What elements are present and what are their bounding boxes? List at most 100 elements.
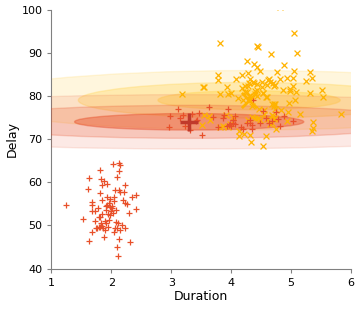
- Point: [244, 121, 249, 125]
- Point: [123, 182, 129, 187]
- Point: [277, 77, 283, 82]
- Point: [255, 87, 260, 92]
- Point: [281, 113, 287, 118]
- Point: [101, 179, 107, 184]
- Point: [310, 119, 316, 124]
- Point: [247, 94, 252, 99]
- Point: [116, 161, 122, 166]
- Point: [278, 108, 284, 112]
- Point: [199, 132, 205, 137]
- Point: [110, 161, 116, 166]
- Point: [303, 79, 309, 84]
- Point: [258, 68, 264, 73]
- Point: [255, 45, 261, 50]
- Point: [247, 133, 252, 138]
- Point: [226, 106, 231, 111]
- Point: [207, 117, 213, 122]
- Point: [117, 187, 122, 192]
- Point: [167, 113, 173, 118]
- Point: [309, 75, 315, 80]
- Point: [251, 79, 256, 84]
- Point: [274, 70, 279, 75]
- Point: [261, 107, 267, 112]
- Point: [257, 121, 263, 125]
- Point: [259, 79, 265, 84]
- Point: [98, 176, 103, 181]
- Point: [111, 194, 117, 199]
- Point: [254, 94, 260, 99]
- Point: [252, 61, 257, 66]
- Point: [247, 93, 252, 98]
- Point: [290, 119, 296, 124]
- Point: [249, 103, 255, 108]
- Point: [292, 31, 297, 36]
- Point: [263, 134, 269, 139]
- Point: [259, 84, 265, 89]
- Point: [264, 82, 270, 87]
- Point: [122, 226, 128, 231]
- Point: [89, 208, 95, 213]
- Point: [287, 89, 293, 94]
- Point: [101, 234, 107, 239]
- Point: [266, 77, 272, 82]
- Point: [260, 91, 266, 95]
- Point: [63, 203, 68, 208]
- Point: [265, 77, 270, 82]
- Ellipse shape: [78, 83, 360, 118]
- Point: [116, 236, 122, 241]
- Ellipse shape: [0, 95, 360, 149]
- Point: [246, 98, 252, 103]
- Point: [252, 92, 258, 97]
- Point: [230, 121, 235, 125]
- Point: [98, 167, 103, 172]
- Point: [255, 116, 261, 121]
- Point: [291, 69, 297, 74]
- Point: [115, 254, 121, 259]
- Point: [267, 80, 273, 85]
- Point: [182, 124, 188, 129]
- Point: [252, 89, 258, 94]
- Point: [307, 70, 313, 75]
- Point: [176, 107, 181, 112]
- Point: [236, 128, 242, 133]
- Point: [269, 119, 275, 124]
- Point: [254, 44, 260, 49]
- Point: [113, 208, 119, 213]
- Point: [267, 121, 273, 126]
- Point: [250, 97, 256, 102]
- Point: [261, 112, 266, 117]
- Point: [120, 197, 126, 202]
- Point: [196, 111, 202, 116]
- Point: [96, 215, 102, 220]
- Point: [202, 84, 207, 89]
- Point: [240, 126, 246, 131]
- Point: [287, 101, 292, 106]
- Point: [227, 121, 233, 126]
- Point: [206, 113, 212, 118]
- Point: [290, 76, 296, 81]
- Point: [180, 91, 185, 96]
- Point: [199, 123, 205, 128]
- Point: [129, 194, 134, 199]
- Point: [116, 168, 122, 173]
- Point: [249, 122, 255, 127]
- Point: [227, 121, 233, 126]
- Point: [107, 213, 113, 218]
- Point: [238, 125, 244, 130]
- Point: [271, 83, 277, 88]
- Point: [338, 111, 344, 116]
- Point: [109, 204, 115, 209]
- Point: [230, 118, 236, 123]
- Point: [230, 118, 236, 123]
- Point: [273, 110, 279, 115]
- Point: [121, 189, 126, 194]
- Point: [264, 94, 270, 99]
- Point: [252, 115, 257, 120]
- Point: [114, 225, 120, 230]
- Point: [248, 121, 253, 126]
- Point: [232, 122, 238, 127]
- Point: [224, 84, 230, 89]
- Point: [107, 205, 113, 210]
- Point: [309, 129, 314, 134]
- Point: [244, 89, 250, 94]
